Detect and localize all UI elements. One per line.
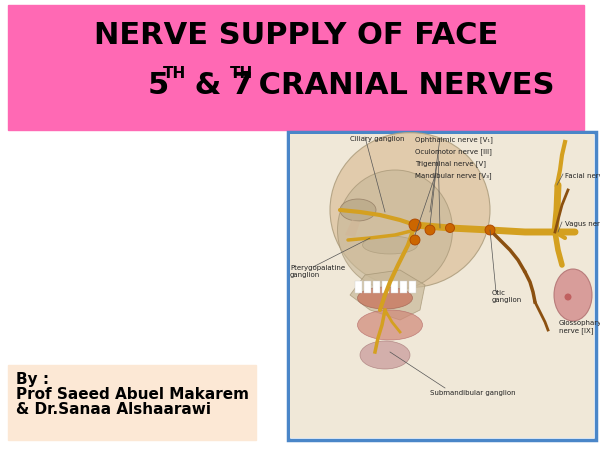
Text: Vagus nerve [X]: Vagus nerve [X] xyxy=(565,220,600,227)
Text: Pterygopalatine
ganglion: Pterygopalatine ganglion xyxy=(290,265,345,278)
Polygon shape xyxy=(350,270,425,320)
Circle shape xyxy=(485,225,495,235)
Text: Mandibular nerve [V₃]: Mandibular nerve [V₃] xyxy=(415,172,491,179)
Ellipse shape xyxy=(358,310,422,340)
Bar xyxy=(8,365,256,440)
Circle shape xyxy=(445,224,455,233)
Text: Oculomotor nerve [III]: Oculomotor nerve [III] xyxy=(415,148,492,155)
Bar xyxy=(288,132,596,440)
Ellipse shape xyxy=(337,170,452,290)
Text: Trigeminal nerve [V]: Trigeminal nerve [V] xyxy=(415,160,486,167)
Bar xyxy=(391,281,398,293)
Text: Glossopharyngeal
nerve [IX]: Glossopharyngeal nerve [IX] xyxy=(559,320,600,334)
Text: Otic
ganglion: Otic ganglion xyxy=(492,290,522,303)
Text: By :: By : xyxy=(16,372,49,387)
Ellipse shape xyxy=(554,269,592,321)
Text: NERVE SUPPLY OF FACE: NERVE SUPPLY OF FACE xyxy=(94,21,498,50)
Circle shape xyxy=(425,225,435,235)
Ellipse shape xyxy=(358,287,413,309)
Bar xyxy=(364,281,371,293)
Text: Facial nerve [VII]: Facial nerve [VII] xyxy=(565,172,600,179)
Bar xyxy=(409,281,416,293)
Ellipse shape xyxy=(340,199,376,221)
Text: TH: TH xyxy=(163,67,186,81)
Text: Ciliary ganglion: Ciliary ganglion xyxy=(350,136,404,142)
Ellipse shape xyxy=(330,132,490,288)
Text: & Dr.Sanaa Alshaarawi: & Dr.Sanaa Alshaarawi xyxy=(16,402,211,417)
Bar xyxy=(290,134,594,438)
Bar xyxy=(382,281,389,293)
Ellipse shape xyxy=(362,236,418,254)
Text: 5: 5 xyxy=(148,71,169,99)
Text: TH: TH xyxy=(230,67,253,81)
Text: Ophthalmic nerve [V₁]: Ophthalmic nerve [V₁] xyxy=(415,136,493,143)
Bar xyxy=(355,281,362,293)
Text: Prof Saeed Abuel Makarem: Prof Saeed Abuel Makarem xyxy=(16,387,249,402)
Circle shape xyxy=(410,235,420,245)
Text: & 7: & 7 xyxy=(184,71,253,99)
Ellipse shape xyxy=(360,341,410,369)
Bar xyxy=(8,5,584,130)
Circle shape xyxy=(409,219,421,231)
Polygon shape xyxy=(345,220,360,237)
Bar xyxy=(400,281,407,293)
Bar xyxy=(373,281,380,293)
Text: Submandibular ganglion: Submandibular ganglion xyxy=(430,390,515,396)
Text: CRANIAL NERVES: CRANIAL NERVES xyxy=(248,71,554,99)
Circle shape xyxy=(565,293,571,301)
